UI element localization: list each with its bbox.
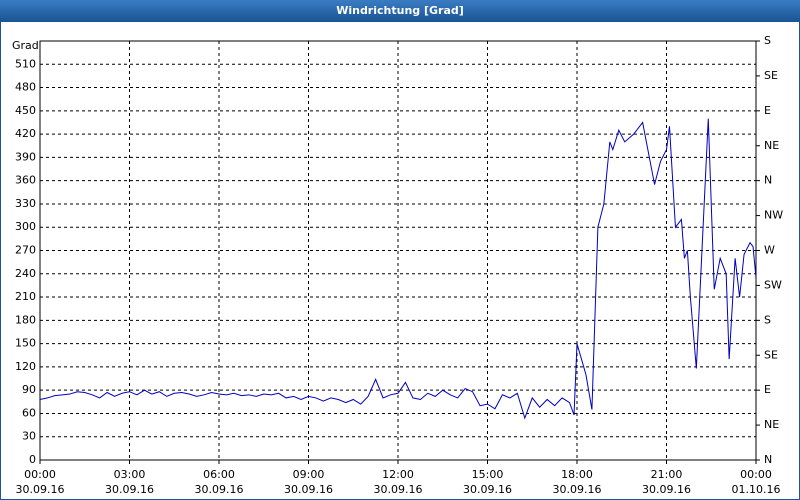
x-tick-label: 03:00 (114, 468, 146, 481)
x-tick-date: 30.09.16 (374, 483, 423, 496)
y-tick-label: 360 (15, 174, 36, 187)
x-tick-date: 30.09.16 (284, 483, 333, 496)
x-tick-label: 18:00 (561, 468, 593, 481)
y-tick-label: 300 (15, 220, 36, 233)
y2-tick-label: SE (764, 348, 778, 361)
y-tick-label: 120 (15, 360, 36, 373)
x-tick-label: 00:00 (24, 468, 56, 481)
y-tick-label: 210 (15, 290, 36, 303)
x-tick-date: 30.09.16 (642, 483, 691, 496)
title-bar (0, 0, 800, 21)
y-tick-label: 180 (15, 313, 36, 326)
y-tick-label: 60 (22, 406, 36, 419)
x-tick-label: 15:00 (472, 468, 504, 481)
y2-tick-label: W (764, 244, 775, 257)
y-tick-label: 390 (15, 150, 36, 163)
y2-tick-label: N (764, 453, 772, 466)
y2-tick-label: NE (764, 418, 779, 431)
y-tick-label: 510 (15, 57, 36, 70)
x-tick-date: 30.09.16 (105, 483, 154, 496)
y-axis-label: Grad (12, 39, 39, 52)
plot-border (39, 40, 757, 461)
x-tick-label: 06:00 (203, 468, 235, 481)
y-tick-label: 480 (15, 81, 36, 94)
y2-tick-label: NW (764, 209, 783, 222)
y-tick-label: 150 (15, 337, 36, 350)
x-tick-date: 30.09.16 (463, 483, 512, 496)
y-tick-label: 270 (15, 244, 36, 257)
data-line (39, 118, 757, 420)
y-tick-label: 330 (15, 197, 36, 210)
x-tick-date: 30.09.16 (553, 483, 602, 496)
x-tick-date: 30.09.16 (16, 483, 65, 496)
y-tick-label: 420 (15, 127, 36, 140)
y-tick-label: 90 (22, 383, 36, 396)
x-tick-date: 30.09.16 (195, 483, 244, 496)
y-tick-label: 0 (29, 453, 36, 466)
y2-tick-label: S (764, 313, 771, 326)
y2-tick-label: S (764, 34, 771, 47)
y2-tick-label: SW (764, 278, 782, 291)
y2-tick-label: E (764, 104, 771, 117)
y2-tick-label: SE (764, 69, 778, 82)
x-tick-label: 21:00 (651, 468, 683, 481)
y2-tick-label: NE (764, 139, 779, 152)
y-tick-label: 450 (15, 104, 36, 117)
y-tick-label: 30 (22, 430, 36, 443)
x-tick-label: 09:00 (293, 468, 325, 481)
x-tick-label: 12:00 (382, 468, 414, 481)
y2-tick-label: N (764, 174, 772, 187)
x-tick-date: 01.10.16 (732, 483, 781, 496)
y2-tick-label: E (764, 383, 771, 396)
x-tick-label: 00:00 (740, 468, 772, 481)
y-tick-label: 240 (15, 267, 36, 280)
chart-title: Windrichtung [Grad] (336, 4, 464, 17)
